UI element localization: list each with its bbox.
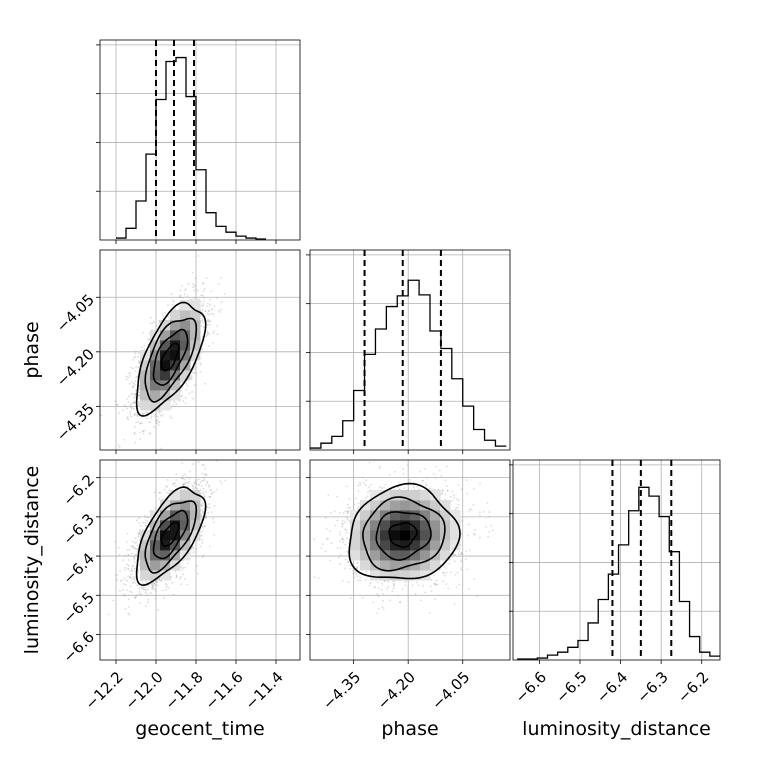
x-tick-label: −4.35 bbox=[319, 668, 364, 713]
y-tick-label: −4.35 bbox=[53, 400, 98, 445]
contour-level-2 bbox=[152, 509, 189, 560]
histogram-panel-luminosity_distance bbox=[509, 460, 720, 664]
histogram-luminosity_distance-frame bbox=[512, 459, 721, 661]
contour-level-4 bbox=[348, 482, 461, 580]
x-tick-label: −6.4 bbox=[593, 668, 631, 706]
x-tick-label: −12.0 bbox=[122, 668, 167, 713]
scatter-geocent_time-phase-frame bbox=[99, 249, 301, 451]
y-tick-label: −6.5 bbox=[60, 589, 98, 627]
x-axis-label-geocent_time: geocent_time bbox=[135, 718, 264, 740]
contour-level-1 bbox=[160, 342, 180, 372]
y-tick-label: −6.2 bbox=[60, 471, 98, 509]
y-tick-label: −4.20 bbox=[53, 345, 98, 390]
density-grid bbox=[140, 490, 201, 581]
contour-level-2 bbox=[152, 328, 189, 386]
y-tick-label: −6.4 bbox=[60, 549, 98, 587]
contour-level-2 bbox=[375, 511, 432, 561]
x-tick-label: −12.2 bbox=[82, 668, 127, 713]
contour-level-3 bbox=[362, 496, 446, 572]
scatter-geocent_time-luminosity_distance-frame bbox=[99, 459, 301, 661]
x-tick-label: −6.2 bbox=[674, 668, 712, 706]
histogram-geocent_time-frame bbox=[99, 39, 301, 241]
histogram-step bbox=[310, 279, 507, 449]
y-axis-label-luminosity_distance: luminosity_distance bbox=[21, 466, 43, 655]
x-tick-label: −6.6 bbox=[512, 668, 550, 706]
x-axis-label-phase: phase bbox=[381, 718, 438, 740]
scatter-panel-geocent_time-luminosity_distance bbox=[96, 460, 300, 664]
contour-level-4 bbox=[135, 486, 207, 587]
y-tick-label: −4.05 bbox=[53, 291, 98, 336]
x-tick-label: −11.4 bbox=[242, 668, 287, 713]
histogram-panel-geocent_time bbox=[96, 40, 300, 244]
scatter-panel-phase-luminosity_distance bbox=[306, 460, 510, 664]
histogram-phase-frame bbox=[309, 249, 511, 451]
panel-content bbox=[107, 460, 227, 616]
contour-level-1 bbox=[160, 521, 180, 547]
x-tick-label: −4.20 bbox=[374, 668, 419, 713]
contour-level-3 bbox=[144, 500, 198, 574]
panel-content bbox=[100, 250, 233, 450]
scatter-phase-luminosity_distance-frame bbox=[309, 459, 511, 661]
x-tick-label: −11.8 bbox=[162, 668, 207, 713]
x-tick-label: −4.05 bbox=[428, 668, 473, 713]
contour-level-1 bbox=[388, 522, 418, 548]
x-tick-label: −6.5 bbox=[552, 668, 590, 706]
histogram-step bbox=[116, 56, 266, 240]
panel-content bbox=[313, 461, 494, 614]
y-axis-label-phase: phase bbox=[21, 321, 43, 378]
x-tick-label: −11.6 bbox=[202, 668, 247, 713]
histogram-step bbox=[517, 486, 720, 660]
y-tick-label: −6.6 bbox=[60, 628, 98, 666]
contour-level-4 bbox=[135, 301, 207, 417]
x-axis-label-luminosity_distance: luminosity_distance bbox=[522, 718, 711, 740]
contour-level-3 bbox=[144, 317, 198, 403]
x-tick-label: −6.3 bbox=[633, 668, 671, 706]
scatter-panel-geocent_time-phase bbox=[96, 250, 300, 454]
histogram-panel-phase bbox=[306, 250, 510, 454]
y-tick-label: −6.3 bbox=[60, 510, 98, 548]
